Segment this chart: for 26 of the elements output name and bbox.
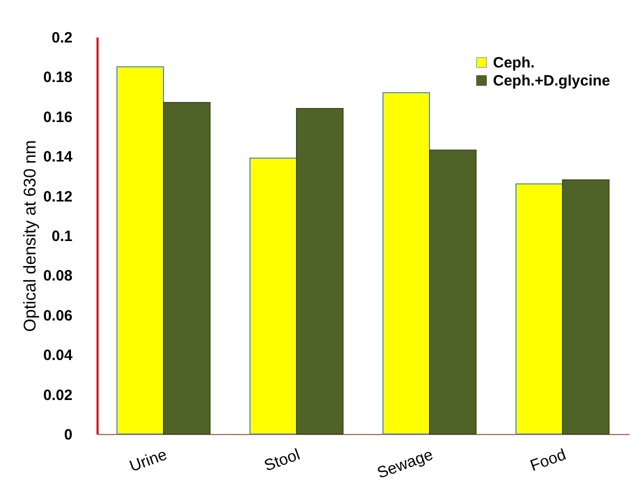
y-axis-title: Optical density at 630 nm [20, 140, 40, 332]
y-tick-label: 0.14 [43, 148, 74, 166]
y-tick-label: 0 [64, 426, 72, 444]
y-tick-label: 0.12 [43, 188, 72, 206]
bar [515, 183, 563, 434]
y-tick-label: 0.18 [43, 69, 72, 86]
bar [382, 92, 430, 434]
x-tick-label: Urine [128, 446, 170, 476]
bar [562, 179, 610, 434]
x-tick-label: Food [528, 446, 568, 475]
y-tick-label: 0.02 [43, 386, 72, 404]
y-tick-label: 0.04 [43, 347, 74, 364]
y-tick-label: 0.06 [43, 307, 72, 324]
x-tick-label: Stool [262, 446, 302, 475]
y-tick-label: 0.16 [43, 108, 72, 126]
legend-label: Ceph.+D.glycine [493, 72, 610, 90]
y-tick-label: 0.1 [52, 228, 72, 245]
bar [296, 108, 344, 434]
y-tick-label: 0.08 [43, 268, 72, 285]
legend-label: Ceph. [493, 54, 535, 72]
bar [163, 102, 211, 434]
y-tick-label: 0.2 [52, 30, 72, 46]
bar [116, 66, 164, 434]
bar [249, 158, 297, 434]
bar [429, 150, 477, 434]
x-tick-label: Sewage [375, 446, 436, 482]
